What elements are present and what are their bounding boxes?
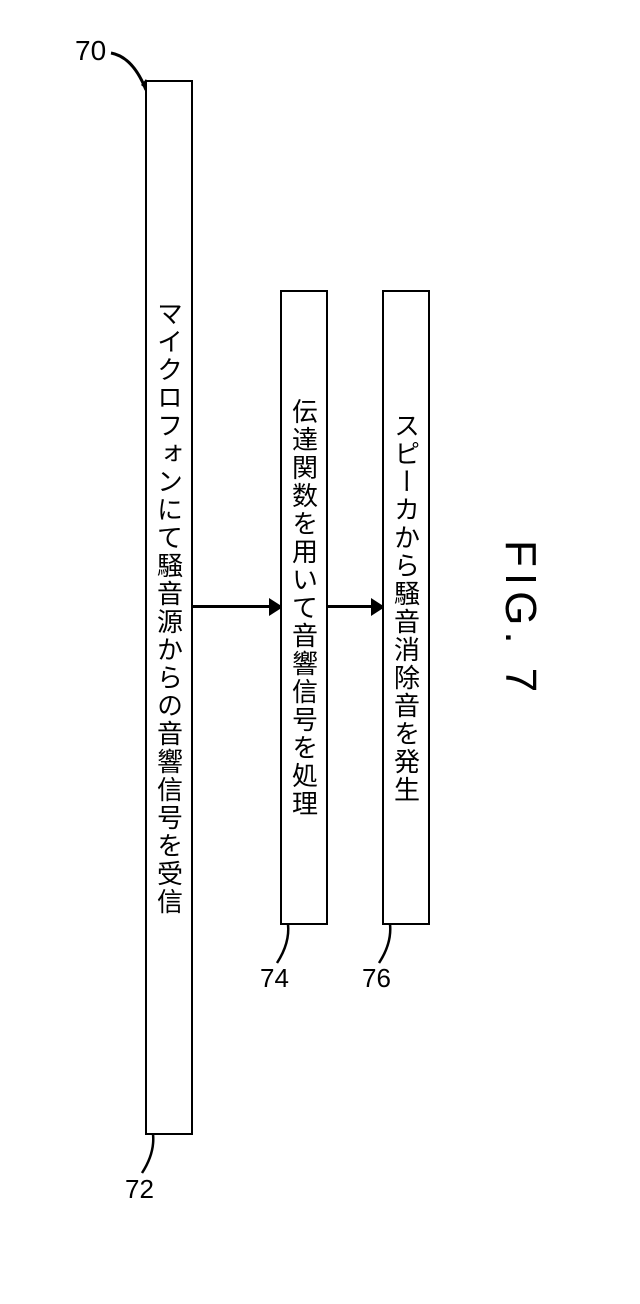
reference-number-76: 76 [362,963,391,994]
step-text: マイクロフォンにて騒音源からの音響信号を受信 [151,300,188,916]
step-text: 伝達関数を用いて音響信号を処理 [286,398,323,818]
callout-74 [275,923,310,968]
reference-number-74: 74 [260,963,289,994]
flowchart-step-receive: マイクロフォンにて騒音源からの音響信号を受信 [145,80,193,1135]
figure-caption: FIG. 7 [495,540,545,698]
callout-72 [140,1133,175,1178]
flowchart-step-process: 伝達関数を用いて音響信号を処理 [280,290,328,925]
reference-number-72: 72 [125,1174,154,1205]
overall-reference-number: 70 [75,35,106,67]
arrow-connector [193,605,280,608]
callout-76 [377,923,412,968]
step-text: スピーカから騒音消除音を発生 [388,412,425,804]
flowchart-step-emit: スピーカから騒音消除音を発生 [382,290,430,925]
